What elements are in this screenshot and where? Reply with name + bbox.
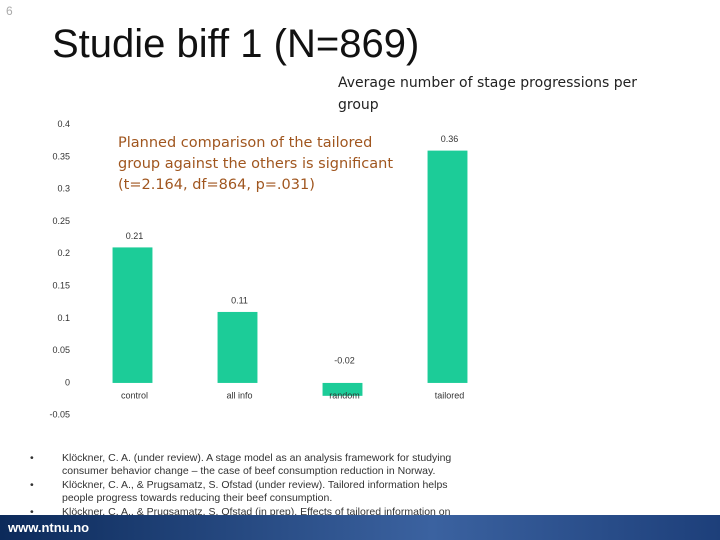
y-tick-label: 0.1 [57, 313, 70, 323]
reference: Klöckner, C. A. (under review). A stage … [22, 452, 452, 477]
y-tick-label: 0.2 [57, 248, 70, 258]
y-tick-label: 0.35 [52, 151, 70, 161]
bar [217, 311, 258, 383]
x-tick-label: tailored [435, 390, 465, 400]
x-tick-label: all info [226, 390, 252, 400]
y-tick-label: 0.25 [52, 216, 70, 226]
bar [427, 150, 468, 383]
x-tick-label: random [329, 390, 360, 400]
footer-url: www.ntnu.no [8, 520, 90, 535]
y-tick-label: 0.4 [57, 119, 70, 129]
reference: Klöckner, C. A., & Prugsamatz, S. Ofstad… [22, 479, 452, 504]
chart-title: Average number of stage progressions per… [338, 75, 638, 113]
bar [322, 382, 363, 396]
value-label: 0.21 [126, 231, 144, 241]
footer-bar: www.ntnu.no [0, 515, 720, 540]
y-tick-label: 0 [65, 377, 70, 387]
y-tick-label: 0.15 [52, 281, 70, 291]
value-label: 0.36 [441, 134, 459, 144]
value-label: 0.11 [231, 295, 248, 305]
bar [112, 247, 153, 383]
y-tick-label: -0.05 [49, 410, 70, 420]
y-tick-label: 0.3 [57, 184, 70, 194]
slide-title: Studie biff 1 (N=869) [52, 22, 420, 66]
annotation: Planned comparison of the tailored group… [118, 135, 394, 193]
value-label: -0.02 [334, 355, 355, 365]
y-tick-label: 0.05 [52, 345, 70, 355]
slide-number: 6 [6, 4, 13, 18]
x-tick-label: control [121, 390, 148, 400]
